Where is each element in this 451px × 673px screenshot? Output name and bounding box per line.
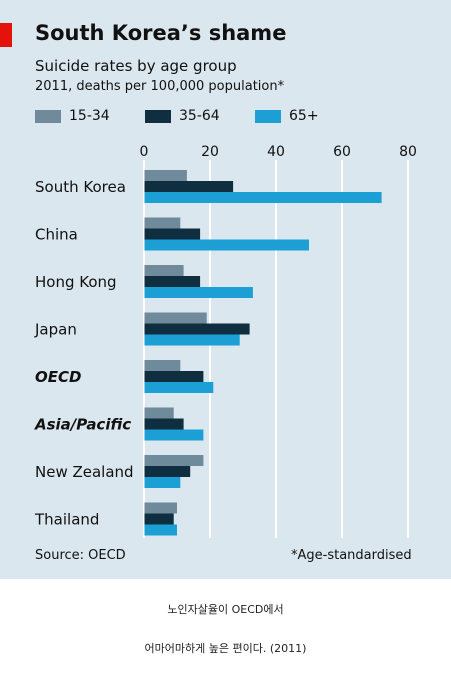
bar-thailand-65 [144,524,177,536]
red-accent-tag [0,23,12,47]
source-note: Source: OECD [35,548,126,563]
bar-japan-65 [144,334,240,346]
bar-new-zealand-15-34 [144,455,204,466]
legend-label-35-64: 35-64 [179,108,220,124]
legend-item-65-plus: 65+ [255,108,319,124]
category-label-asia-pacific: Asia/Pacific [34,416,131,434]
category-label-hong-kong: Hong Kong [35,273,117,291]
bar-south-korea-35-64 [144,181,234,192]
legend-item-35-64: 35-64 [145,108,220,124]
caption-line-2: 어마어마하게 높은 편이다. (2011) [144,642,307,655]
bar-china-15-34 [144,217,181,229]
bar-new-zealand-65 [144,477,181,488]
bar-chart: 0 20 40 60 80 South Korea China Hong Kong Japan O… [34,144,417,538]
x-tick-label-80: 80 [399,144,417,160]
bar-new-zealand-35-64 [144,466,191,477]
bar-oecd-35-64 [144,371,204,382]
bar-oecd-65 [144,382,214,393]
x-tick-label-40: 40 [267,144,285,160]
legend-label-15-34: 15-34 [69,108,110,124]
chart-title: South Korea’s shame [35,21,287,45]
chart-subtitle: Suicide rates by age group [35,57,237,75]
bar-south-korea-65 [144,192,382,203]
bar-thailand-15-34 [144,502,177,514]
bar-asia-pacific-35-64 [144,418,184,430]
bar-south-korea-15-34 [144,170,187,181]
category-label-oecd: OECD [35,368,81,386]
category-label-south-korea: South Korea [35,178,126,196]
x-tick-label-0: 0 [140,144,149,160]
legend-swatch-65-plus [255,109,281,123]
legend-label-65-plus: 65+ [289,108,319,124]
bar-japan-15-34 [144,312,207,324]
category-label-china: China [35,226,78,244]
footnote: *Age-standardised [291,548,412,563]
bar-hong-kong-15-34 [144,265,184,276]
bar-china-35-64 [144,228,201,240]
bar-thailand-35-64 [144,513,174,525]
x-tick-label-20: 20 [201,144,219,160]
category-label-new-zealand: New Zealand [35,463,134,481]
legend-swatch-15-34 [35,109,61,123]
bar-asia-pacific-65 [144,429,204,441]
chart-units-note: 2011, deaths per 100,000 population* [35,79,285,94]
bar-japan-35-64 [144,323,250,335]
caption-line-1: 노인자살율이 OECD에서 [167,603,284,616]
category-label-thailand: Thailand [34,511,99,529]
bar-oecd-15-34 [144,360,181,371]
bar-hong-kong-35-64 [144,276,201,287]
bar-china-65 [144,239,309,251]
bar-asia-pacific-15-34 [144,407,174,419]
category-label-japan: Japan [34,321,77,339]
bar-hong-kong-65 [144,287,253,298]
x-tick-label-60: 60 [333,144,351,160]
legend-item-15-34: 15-34 [35,108,110,124]
legend-swatch-35-64 [145,109,171,123]
